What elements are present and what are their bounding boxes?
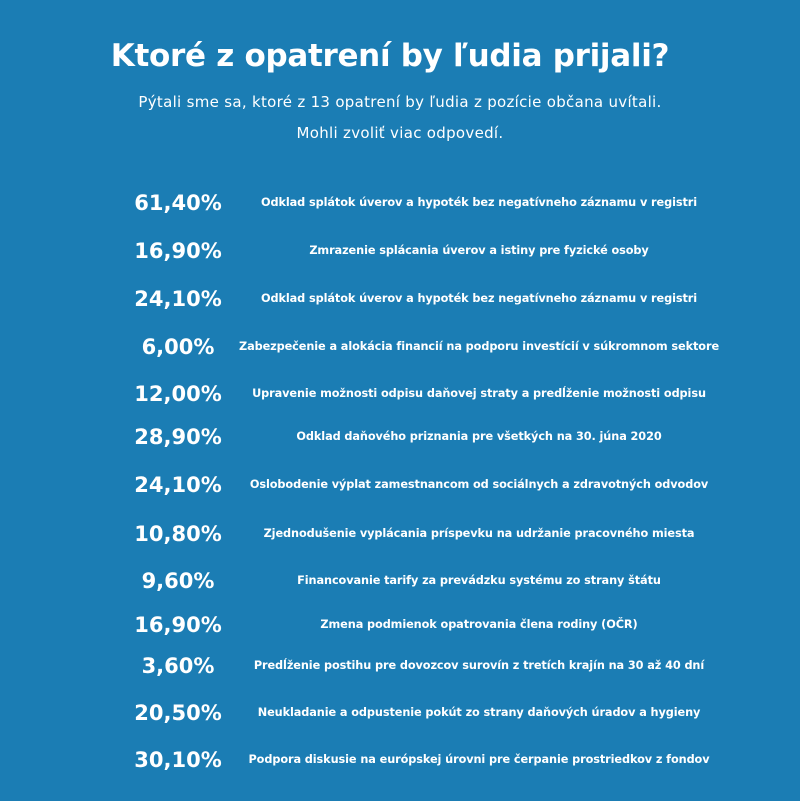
measure-label-11: Predĺženie postihu pre dovozcov surovín … <box>253 659 705 672</box>
measure-label-13: Podpora diskusie na európskej úrovni pre… <box>248 753 710 766</box>
measure-label-1: Odklad splátok úverov a hypoték bez nega… <box>260 196 698 209</box>
measure-value-13: 30,10% <box>134 748 222 772</box>
measure-value-9: 9,60% <box>141 569 215 593</box>
measure-value-12: 20,50% <box>134 701 222 725</box>
measure-label-3: Odklad splátok úverov a hypoték bez nega… <box>260 292 698 305</box>
measure-row-10: 16,90% Zmena podmienok opatrovania člena… <box>0 610 800 640</box>
measure-label-6: Odklad daňového priznania pre všetkých n… <box>296 430 662 443</box>
measure-row-11: 3,60% Predĺženie postihu pre dovozcov su… <box>0 651 800 681</box>
measure-row-13: 30,10% Podpora diskusie na európskej úro… <box>0 745 800 775</box>
chart-title: Ktoré z opatrení by ľudia prijali? <box>110 38 670 74</box>
measure-row-8: 10,80% Zjednodušenie vyplácania príspevk… <box>0 519 800 549</box>
measure-value-2: 16,90% <box>134 239 222 263</box>
chart-subtitle-line-1: Pýtali sme sa, ktoré z 13 opatrení by ľu… <box>138 93 662 111</box>
measure-value-7: 24,10% <box>134 473 222 497</box>
measure-row-4: 6,00% Zabezpečenie a alokácia financií n… <box>0 332 800 362</box>
measure-value-3: 24,10% <box>134 287 222 311</box>
measure-value-10: 16,90% <box>134 613 222 637</box>
measure-row-2: 16,90% Zmrazenie splácania úverov a isti… <box>0 236 800 266</box>
measure-row-7: 24,10% Oslobodenie výplat zamestnancom o… <box>0 470 800 500</box>
measure-value-8: 10,80% <box>134 522 222 546</box>
chart-subtitle-line-2: Mohli zvoliť viac odpovedí. <box>296 124 504 142</box>
measure-label-9: Financovanie tarify za prevádzku systému… <box>297 574 661 587</box>
measure-label-2: Zmrazenie splácania úverov a istiny pre … <box>309 244 649 257</box>
measure-label-4: Zabezpečenie a alokácia financií na podp… <box>238 340 720 353</box>
measure-label-8: Zjednodušenie vyplácania príspevku na ud… <box>263 527 695 540</box>
measure-label-5: Upravenie možnosti odpisu daňovej straty… <box>252 387 706 400</box>
measure-value-5: 12,00% <box>134 382 222 406</box>
measure-value-1: 61,40% <box>134 191 222 215</box>
measure-row-9: 9,60% Financovanie tarify za prevádzku s… <box>0 566 800 596</box>
measure-label-10: Zmena podmienok opatrovania člena rodiny… <box>320 618 638 631</box>
measure-value-11: 3,60% <box>141 654 215 678</box>
measure-row-12: 20,50% Neukladanie a odpustenie pokút zo… <box>0 698 800 728</box>
measure-label-12: Neukladanie a odpustenie pokút zo strany… <box>257 706 701 719</box>
measure-label-7: Oslobodenie výplat zamestnancom od sociá… <box>249 478 709 491</box>
measure-row-5: 12,00% Upravenie možnosti odpisu daňovej… <box>0 379 800 409</box>
measure-row-3: 24,10% Odklad splátok úverov a hypoték b… <box>0 284 800 314</box>
measure-value-6: 28,90% <box>134 425 222 449</box>
measure-row-1: 61,40% Odklad splátok úverov a hypoték b… <box>0 188 800 218</box>
measure-value-4: 6,00% <box>141 335 215 359</box>
measure-row-6: 28,90% Odklad daňového priznania pre vše… <box>0 422 800 452</box>
